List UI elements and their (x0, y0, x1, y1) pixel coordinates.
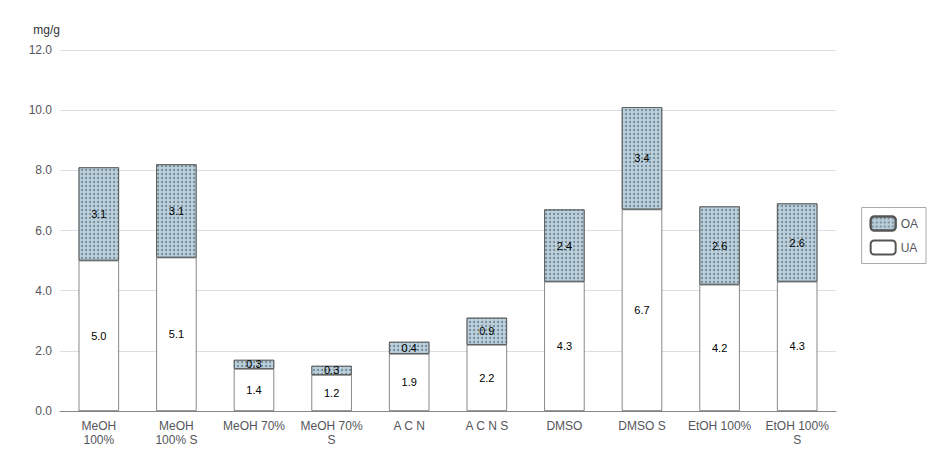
svg-text:0.3: 0.3 (324, 364, 339, 376)
svg-text:5.0: 5.0 (91, 330, 106, 342)
svg-text:2.2: 2.2 (479, 372, 494, 384)
svg-text:6.7: 6.7 (634, 304, 649, 316)
svg-text:S: S (328, 433, 336, 447)
svg-text:EtOH 100%: EtOH 100% (766, 419, 830, 433)
svg-text:MeOH: MeOH (159, 419, 194, 433)
svg-text:8.0: 8.0 (35, 163, 52, 177)
svg-text:12.0: 12.0 (29, 43, 53, 57)
svg-text:DMSO S: DMSO S (618, 419, 665, 433)
svg-text:0.4: 0.4 (402, 342, 417, 354)
svg-text:A C N S: A C N S (465, 419, 508, 433)
svg-text:1.4: 1.4 (246, 384, 261, 396)
svg-text:2.6: 2.6 (790, 237, 805, 249)
svg-text:0.3: 0.3 (246, 358, 261, 370)
svg-text:MeOH 70%: MeOH 70% (301, 419, 363, 433)
svg-text:4.2: 4.2 (712, 342, 727, 354)
svg-text:100%: 100% (83, 433, 114, 447)
svg-text:5.1: 5.1 (169, 328, 184, 340)
svg-text:3.1: 3.1 (91, 208, 106, 220)
svg-text:10.0: 10.0 (29, 103, 53, 117)
svg-text:DMSO: DMSO (546, 419, 582, 433)
svg-text:1.9: 1.9 (402, 376, 417, 388)
svg-text:EtOH 100%: EtOH 100% (688, 419, 752, 433)
svg-text:S: S (793, 433, 801, 447)
svg-text:MeOH: MeOH (81, 419, 116, 433)
svg-text:1.2: 1.2 (324, 387, 339, 399)
svg-text:4.3: 4.3 (790, 340, 805, 352)
svg-text:4.3: 4.3 (557, 340, 572, 352)
svg-text:mg/g: mg/g (33, 23, 60, 37)
svg-text:0.9: 0.9 (479, 325, 494, 337)
svg-text:3.1: 3.1 (169, 205, 184, 217)
svg-text:UA: UA (901, 241, 918, 255)
svg-text:2.0: 2.0 (35, 344, 52, 358)
svg-text:3.4: 3.4 (634, 152, 649, 164)
svg-text:2.4: 2.4 (557, 240, 572, 252)
svg-text:6.0: 6.0 (35, 224, 52, 238)
svg-text:2.6: 2.6 (712, 240, 727, 252)
svg-text:A C N: A C N (394, 419, 425, 433)
svg-text:0.0: 0.0 (35, 404, 52, 418)
svg-text:4.0: 4.0 (35, 284, 52, 298)
svg-text:MeOH 70%: MeOH 70% (223, 419, 285, 433)
svg-text:100% S: 100% S (155, 433, 197, 447)
svg-text:OA: OA (901, 217, 918, 231)
